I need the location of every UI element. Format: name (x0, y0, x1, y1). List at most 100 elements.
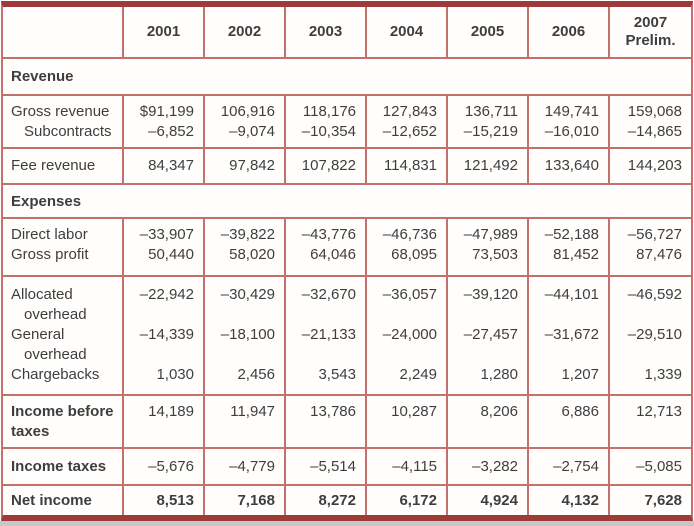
subcontracts-value: –12,652 (382, 123, 437, 140)
chargebacks-value: 1,280 (480, 366, 518, 383)
cell-2002: 7,168 (205, 486, 286, 515)
row-overhead-chargebacks: Allocated overhead General overhead Char… (3, 277, 691, 396)
label-line: General (11, 326, 65, 343)
chargebacks-value: 1,207 (561, 366, 599, 383)
cell-2005: –3,282 (448, 449, 529, 484)
cell-2006: 133,640 (529, 149, 610, 183)
cell-2006: 4,132 (529, 486, 610, 515)
cell-2005: –39,120 –27,457 1,280 (448, 277, 529, 394)
row-income-taxes: Income taxes –5,676 –4,779 –5,514 –4,115… (3, 449, 691, 486)
label-income-before-taxes: Income before taxes (3, 396, 124, 447)
gross-profit-value: 87,476 (636, 246, 682, 263)
allocated-overhead-value: –22,942 (139, 286, 194, 303)
header-empty-cell (3, 7, 124, 57)
header-year-2004: 2004 (367, 7, 448, 57)
cell-2001: 8,513 (124, 486, 205, 515)
cell-2003: 107,822 (286, 149, 367, 183)
cell-2004: 6,172 (367, 486, 448, 515)
cell-2003: –43,776 64,046 (286, 219, 367, 275)
direct-labor-value: –39,822 (220, 226, 275, 243)
cell-2005: –47,989 73,503 (448, 219, 529, 275)
allocated-overhead-value: –44,101 (544, 286, 599, 303)
cell-2004: –46,736 68,095 (367, 219, 448, 275)
direct-labor-value: –47,989 (463, 226, 518, 243)
cell-2006: 149,741 –16,010 (529, 96, 610, 147)
subcontracts-value: –10,354 (301, 123, 356, 140)
cell-2004: –36,057 –24,000 2,249 (367, 277, 448, 394)
label-general-overhead: General overhead (11, 325, 122, 365)
cell-2001: –33,907 50,440 (124, 219, 205, 275)
bottom-shadow (0, 521, 694, 526)
general-overhead-value: –27,457 (463, 326, 518, 343)
gross-revenue-value: 159,068 (627, 103, 682, 120)
header-year-2003: 2003 (286, 7, 367, 57)
label-allocated-overhead: Allocated overhead (11, 285, 122, 325)
chargebacks-value: 1,030 (156, 366, 194, 383)
allocated-overhead-value: –46,592 (627, 286, 682, 303)
cell-2003: –5,514 (286, 449, 367, 484)
section-label-revenue: Revenue (11, 68, 74, 85)
label-fee-revenue: Fee revenue (3, 149, 124, 183)
cell-2006: –52,188 81,452 (529, 219, 610, 275)
cell-2007: –46,592 –29,510 1,339 (610, 277, 691, 394)
gross-revenue-value: $91,199 (139, 103, 194, 120)
cell-2003: 118,176 –10,354 (286, 96, 367, 147)
allocated-overhead-value: –36,057 (382, 286, 437, 303)
cell-2001: $91,199 –6,852 (124, 96, 205, 147)
cell-2006: –44,101 –31,672 1,207 (529, 277, 610, 394)
allocated-overhead-value: –30,429 (220, 286, 275, 303)
cell-2002: –30,429 –18,100 2,456 (205, 277, 286, 394)
header-year-2006: 2006 (529, 7, 610, 57)
row-direct-labor-gross-profit: Direct labor Gross profit –33,907 50,440 … (3, 219, 691, 277)
year-2007-line1: 2007 (633, 14, 668, 31)
cell-2007: –56,727 87,476 (610, 219, 691, 275)
header-year-2007-prelim: 2007 Prelim. (610, 7, 691, 57)
row-income-before-taxes: Income before taxes 14,189 11,947 13,786… (3, 396, 691, 449)
label-direct-labor: Direct labor (11, 226, 88, 243)
cell-2004: –4,115 (367, 449, 448, 484)
general-overhead-value: –29,510 (627, 326, 682, 343)
gross-revenue-value: 127,843 (382, 103, 437, 120)
cell-2002: 97,842 (205, 149, 286, 183)
chargebacks-value: 1,339 (644, 366, 682, 383)
chargebacks-value: 3,543 (318, 366, 356, 383)
row-label-cell: Gross revenue Subcontracts (3, 96, 124, 147)
label-line: overhead (24, 346, 87, 363)
gross-profit-value: 81,452 (553, 246, 599, 263)
gross-profit-value: 68,095 (391, 246, 437, 263)
cell-2004: 10,287 (367, 396, 448, 447)
row-label-cell: Direct labor Gross profit (3, 219, 124, 275)
row-net-income: Net income 8,513 7,168 8,272 6,172 4,924… (3, 486, 691, 515)
gross-profit-value: 64,046 (310, 246, 356, 263)
subcontracts-value: –15,219 (463, 123, 518, 140)
label-line: Chargebacks (11, 366, 100, 383)
gross-revenue-value: 149,741 (544, 103, 599, 120)
gross-revenue-value: 118,176 (302, 103, 356, 120)
cell-2007: 7,628 (644, 491, 682, 509)
direct-labor-value: –43,776 (301, 226, 356, 243)
label-line: Allocated (11, 286, 73, 303)
header-year-2005: 2005 (448, 7, 529, 57)
header-year-2002: 2002 (205, 7, 286, 57)
gross-profit-value: 50,440 (148, 246, 194, 263)
cell-2007: –5,085 (636, 457, 682, 475)
section-label-expenses: Expenses (11, 192, 82, 210)
general-overhead-value: –18,100 (220, 326, 275, 343)
general-overhead-value: –24,000 (382, 326, 437, 343)
cell-2003: 13,786 (286, 396, 367, 447)
subcontracts-value: –16,010 (544, 123, 599, 140)
cell-2002: –4,779 (205, 449, 286, 484)
chargebacks-value: 2,456 (237, 366, 275, 383)
gross-profit-value: 58,020 (229, 246, 275, 263)
cell-2001: –5,676 (124, 449, 205, 484)
cell-2006: –2,754 (529, 449, 610, 484)
subcontracts-value: –9,074 (229, 123, 275, 140)
label-gross-profit: Gross profit (11, 246, 89, 263)
cell-2006: 6,886 (529, 396, 610, 447)
direct-labor-value: –46,736 (382, 226, 437, 243)
cell-2003: –32,670 –21,133 3,543 (286, 277, 367, 394)
label-income-taxes: Income taxes (3, 449, 124, 484)
section-row-expenses: Expenses (3, 185, 691, 219)
